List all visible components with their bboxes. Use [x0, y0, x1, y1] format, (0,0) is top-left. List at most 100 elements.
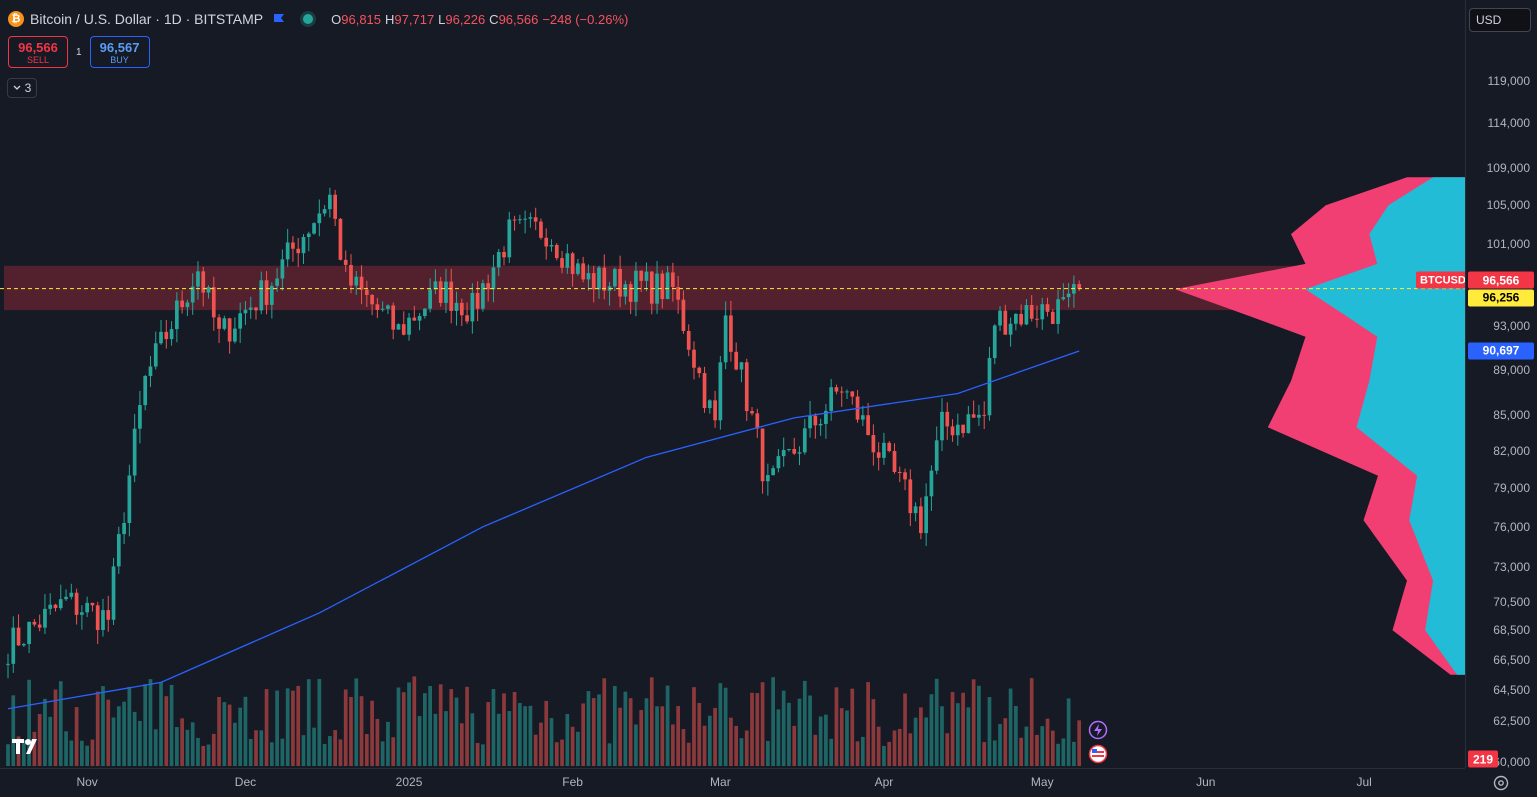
candle-body	[11, 627, 16, 664]
volume-bar	[285, 688, 290, 766]
currency-select[interactable]: USD	[1469, 8, 1531, 32]
volume-bar	[475, 743, 480, 766]
candle-body	[90, 602, 95, 606]
volume-bar	[528, 705, 533, 766]
candle-body	[549, 245, 554, 247]
moving-average-line	[7, 350, 1080, 710]
candle-body	[660, 273, 665, 299]
price-tick: 101,000	[1486, 236, 1530, 251]
time-tick: May	[1030, 775, 1054, 789]
candle-body	[301, 237, 306, 254]
volume-bar	[74, 707, 79, 766]
candle-body	[771, 468, 775, 476]
volume-bar	[871, 699, 876, 766]
indicators-toggle-button[interactable]: 3	[7, 78, 37, 98]
volume-bar	[491, 689, 496, 766]
volume-bar	[64, 731, 68, 766]
volume-bar	[233, 722, 237, 766]
volume-bar	[628, 698, 633, 766]
volume-bar	[539, 722, 543, 766]
candle-body	[834, 387, 839, 392]
candle-body	[554, 245, 559, 259]
time-axis[interactable]: Nov Dec 2025 Feb Mar Apr May Jun Jul	[0, 768, 1509, 797]
volume-bar	[248, 738, 253, 766]
candle-body	[824, 410, 828, 424]
symbol-title[interactable]: Bitcoin / U.S. Dollar · 1D · BITSTAMP	[30, 11, 264, 27]
price-tick: 114,000	[1487, 116, 1531, 131]
candle-body	[264, 280, 269, 305]
sell-price: 96,566	[18, 39, 58, 55]
volume-bar	[32, 731, 37, 766]
volume-bar	[781, 690, 786, 766]
volume-bar	[322, 743, 327, 766]
settings-gear-icon[interactable]	[1492, 774, 1510, 792]
candle-body	[43, 608, 47, 628]
sell-button[interactable]: 96,566 SELL	[8, 36, 68, 68]
candle-body	[312, 223, 316, 234]
volume-bar	[1045, 718, 1050, 766]
volume-bar	[317, 679, 322, 766]
candle-body	[291, 242, 295, 249]
candle-body	[955, 424, 960, 436]
volume-bar	[897, 728, 902, 766]
candle-body	[481, 283, 485, 309]
volume-bar	[565, 713, 570, 766]
candle-body	[375, 304, 380, 310]
volume-bar	[607, 743, 612, 766]
volume-bar	[887, 741, 892, 766]
candle-body	[69, 592, 74, 597]
volume-bar	[101, 686, 105, 766]
market-status-dot-icon[interactable]	[303, 14, 314, 24]
candle-body	[259, 280, 264, 311]
volume-bar	[1029, 678, 1034, 766]
candle-body	[744, 362, 749, 412]
candle-body	[285, 242, 290, 260]
candlestick-chart[interactable]	[0, 0, 1465, 768]
volume-bar	[481, 744, 485, 766]
volume-bar	[496, 713, 501, 766]
price-tick: 76,000	[1493, 519, 1530, 534]
volume-bar	[465, 686, 469, 766]
us-flag-event-icon[interactable]	[1088, 744, 1108, 764]
volume-bar	[739, 738, 744, 766]
buy-button[interactable]: 96,567 BUY	[89, 36, 150, 68]
volume-bar	[623, 691, 628, 766]
candle-body	[1045, 304, 1050, 312]
candle-body	[407, 317, 411, 335]
candle-body	[829, 387, 834, 411]
candle-body	[238, 313, 243, 329]
volume-bar	[919, 707, 923, 766]
candle-body	[190, 286, 195, 303]
tradingview-logo[interactable]	[10, 736, 46, 756]
volume-bar	[787, 702, 791, 766]
volume-bar	[269, 742, 274, 766]
volume-bar	[364, 734, 369, 766]
volume-bar	[771, 677, 775, 766]
volume-bar	[80, 740, 84, 766]
volume-bar	[449, 689, 454, 766]
candle-body	[718, 362, 723, 421]
candle-body	[333, 194, 338, 219]
price-tick: 85,000	[1493, 408, 1530, 423]
candle-body	[523, 218, 527, 220]
chart-pane[interactable]: BTCUSD	[0, 0, 1470, 768]
ohlc-values: O96,815 H97,717 L96,226 C96,566 −248 (−0…	[331, 12, 628, 27]
candle-body	[929, 470, 934, 497]
volume-bar	[560, 739, 564, 766]
volume-bar	[359, 696, 364, 766]
volume-bar	[639, 709, 644, 766]
flag-icon[interactable]	[273, 13, 285, 25]
candle-body	[892, 451, 897, 472]
candle-body	[280, 259, 285, 279]
volume-bar	[190, 722, 195, 766]
volume-bar	[903, 693, 907, 766]
candle-body	[734, 351, 739, 370]
volume-bar	[238, 707, 243, 766]
candle-body	[1019, 313, 1023, 325]
price-axis[interactable]: 119,000 114,000 109,000 105,000 101,000 93,00…	[1465, 0, 1537, 769]
volume-bar	[122, 701, 126, 766]
candle-body	[132, 428, 137, 476]
candle-body	[950, 426, 955, 436]
volume-bar	[845, 710, 849, 766]
lightning-event-icon[interactable]	[1088, 720, 1108, 740]
